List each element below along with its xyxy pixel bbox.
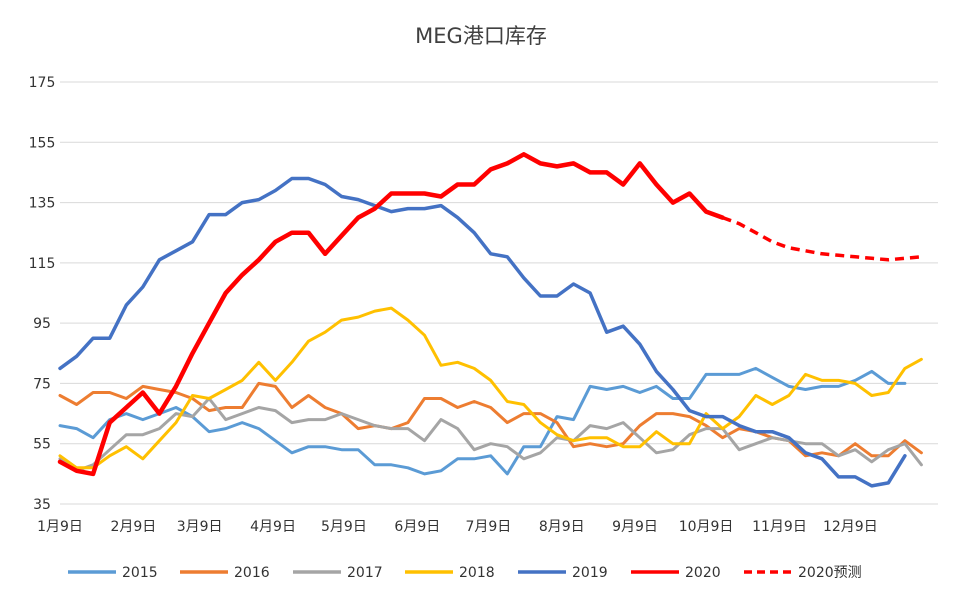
series-line-2017 — [58, 397, 923, 473]
legend-label: 2020预测 — [798, 565, 862, 581]
legend-label: 2017 — [347, 565, 383, 581]
y-tick-label: 75 — [33, 376, 51, 392]
x-tick-label: 6月9日 — [394, 519, 440, 535]
legend-label: 2020 — [685, 565, 721, 581]
series-line-2018 — [58, 306, 923, 470]
legend-label: 2018 — [459, 565, 495, 581]
gridlines — [60, 81, 938, 505]
series-line-2019 — [58, 176, 907, 488]
y-tick-label: 35 — [33, 497, 51, 513]
legend-label: 2016 — [234, 565, 270, 581]
y-tick-label: 115 — [29, 256, 56, 272]
y-tick-label: 175 — [29, 75, 56, 91]
series-line-2020预测 — [721, 215, 922, 262]
series-line-2020 — [57, 152, 725, 477]
x-tick-label: 8月9日 — [539, 519, 585, 535]
x-axis-tick-labels: 1月9日 2月9日 3月9日 4月9日 5月9日 6月9日 7月9日 8月9日 9月9日 10月9… — [37, 519, 878, 535]
legend-label: 2015 — [122, 565, 158, 581]
x-tick-label: 5月9日 — [321, 519, 367, 535]
x-tick-label: 2月9日 — [110, 519, 156, 535]
x-tick-label: 12月9日 — [823, 519, 878, 535]
x-tick-label: 10月9日 — [679, 519, 734, 535]
y-tick-label: 155 — [29, 135, 56, 151]
y-tick-label: 55 — [33, 437, 51, 453]
x-tick-label: 9月9日 — [612, 519, 658, 535]
chart-title: MEG港口库存 — [415, 24, 547, 48]
legend-label: 2019 — [572, 565, 608, 581]
series-lines — [57, 152, 923, 488]
x-tick-label: 1月9日 — [37, 519, 83, 535]
series-line-2015 — [58, 366, 907, 476]
y-tick-label: 135 — [29, 196, 56, 212]
y-tick-label: 95 — [33, 316, 51, 332]
x-tick-label: 7月9日 — [465, 519, 511, 535]
legend: 2015 2016 2017 2018 2019 2020 2020预测 — [68, 565, 862, 581]
x-tick-label: 4月9日 — [250, 519, 296, 535]
x-tick-label: 3月9日 — [177, 519, 223, 535]
y-axis-tick-labels: 35 55 75 95 115 135 155 175 — [29, 75, 56, 513]
x-tick-label: 11月9日 — [752, 519, 807, 535]
